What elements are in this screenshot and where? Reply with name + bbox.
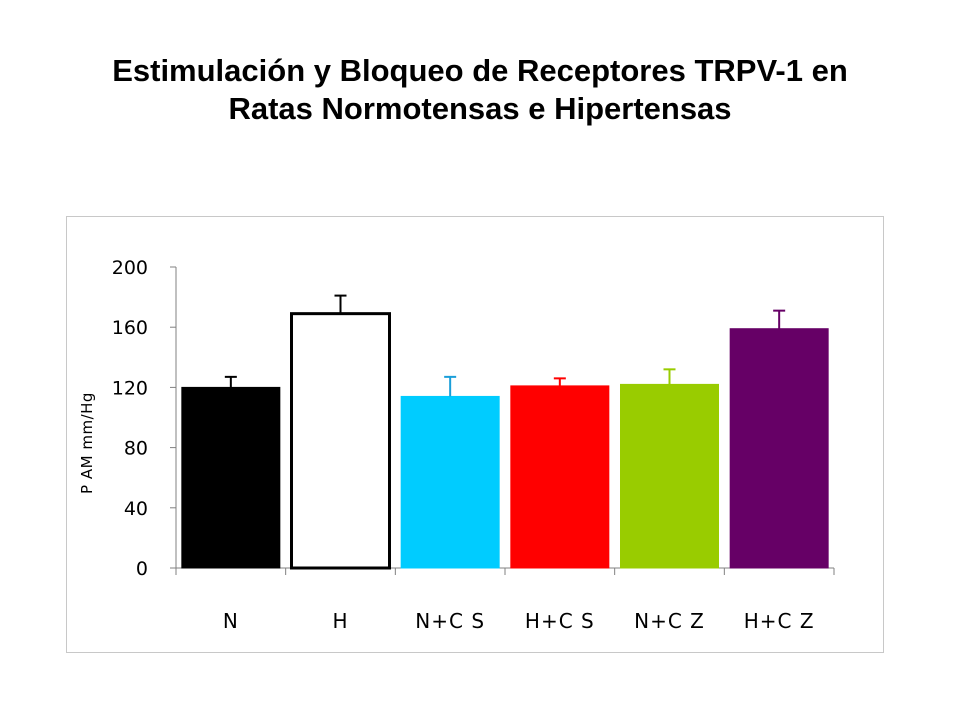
y-axis-title: P AM mm/Hg bbox=[78, 392, 96, 494]
y-axis: 0 40 80 120 160 200 bbox=[112, 257, 177, 580]
bar-5 bbox=[620, 383, 719, 569]
x-axis: N H N+C S H+C S N+C Z H+C Z bbox=[175, 567, 835, 633]
y-tick-label: 40 bbox=[124, 498, 148, 520]
x-category-label: H+C S bbox=[525, 609, 595, 633]
bars bbox=[181, 312, 829, 570]
bar-6 bbox=[729, 328, 829, 569]
y-tick-label: 160 bbox=[112, 317, 148, 339]
slide-title: Estimulación y Bloqueo de Receptores TRP… bbox=[0, 52, 960, 128]
slide-title-line-2: Ratas Normotensas e Hipertensas bbox=[228, 91, 732, 126]
y-tick-label: 0 bbox=[136, 558, 148, 580]
x-category-label: H+C Z bbox=[744, 609, 815, 633]
x-category-label: N+C S bbox=[415, 609, 485, 633]
bar-3 bbox=[400, 395, 500, 569]
bar-4 bbox=[510, 385, 610, 569]
x-category-label: N bbox=[223, 609, 239, 633]
bar-1 bbox=[181, 386, 281, 569]
slide-title-line-1: Estimulación y Bloqueo de Receptores TRP… bbox=[112, 53, 848, 88]
y-tick-label: 80 bbox=[124, 438, 148, 460]
x-category-label: H bbox=[332, 609, 348, 633]
bar-2 bbox=[290, 312, 391, 570]
x-category-label: N+C Z bbox=[634, 609, 705, 633]
error-bars bbox=[224, 294, 786, 397]
y-tick-label: 120 bbox=[112, 377, 148, 399]
y-tick-label: 200 bbox=[112, 257, 148, 279]
